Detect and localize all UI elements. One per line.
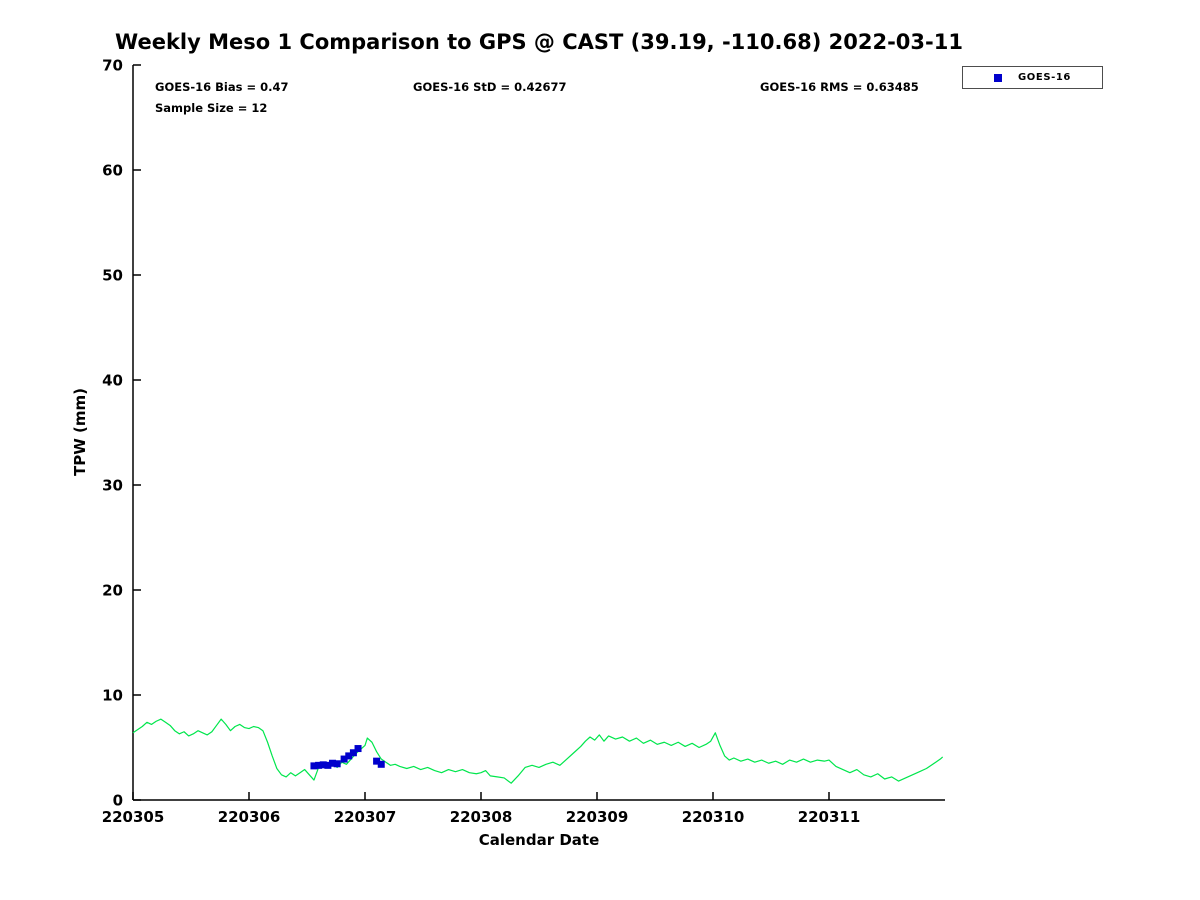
legend-marker-goes16-icon	[993, 73, 1002, 82]
stat-std: GOES-16 StD = 0.42677	[413, 80, 567, 94]
goes16-point	[354, 745, 362, 753]
goes16-point	[333, 760, 341, 768]
legend: GOES-16	[962, 66, 1103, 89]
gps-tpw-line	[132, 718, 944, 784]
x-tick-label: 220305	[102, 808, 165, 826]
goes16-point	[324, 761, 332, 769]
x-tick-label: 220307	[334, 808, 397, 826]
goes16-point	[349, 749, 357, 757]
stat-bias: GOES-16 Bias = 0.47	[155, 80, 289, 94]
x-axis-label: Calendar Date	[478, 831, 600, 849]
stat-rms: GOES-16 RMS = 0.63485	[760, 80, 919, 94]
goes16-point	[315, 761, 323, 769]
y-tick-label: 60	[102, 162, 123, 180]
goes16-point	[377, 760, 385, 768]
y-tick-label: 40	[102, 372, 123, 390]
y-tick-label: 0	[113, 792, 123, 810]
goes16-point	[373, 757, 381, 765]
y-tick-label: 70	[102, 57, 123, 75]
goes16-point	[340, 755, 348, 763]
y-tick-label: 20	[102, 582, 123, 600]
y-tick-label: 30	[102, 477, 123, 495]
stat-sample-size: Sample Size = 12	[155, 101, 268, 115]
goes16-point	[310, 762, 318, 770]
x-tick-label: 220310	[682, 808, 745, 826]
chart-title: Weekly Meso 1 Comparison to GPS @ CAST (…	[115, 30, 963, 54]
goes16-point	[345, 752, 353, 760]
x-tick-label: 220309	[566, 808, 629, 826]
legend-label-goes16: GOES-16	[1017, 72, 1071, 83]
goes16-point	[329, 759, 337, 767]
x-tick-label: 220308	[450, 808, 513, 826]
x-tick-label: 220306	[218, 808, 281, 826]
goes16-point	[319, 761, 327, 769]
x-tick-label: 220311	[798, 808, 861, 826]
y-tick-label: 50	[102, 267, 123, 285]
y-tick-label: 10	[102, 687, 123, 705]
